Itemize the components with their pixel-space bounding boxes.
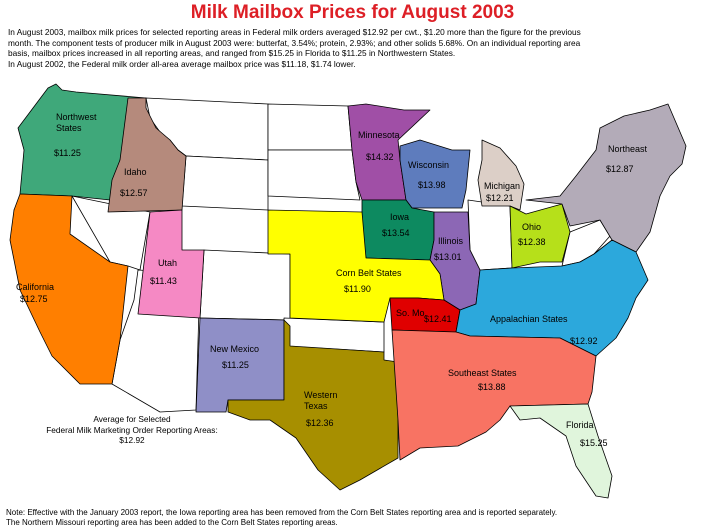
so-mo-price: $12.41 [424,314,452,324]
ohio-label: Ohio [522,222,541,232]
cornbelt-label: Corn Belt States [336,268,402,278]
minnesota-price: $14.32 [366,152,394,162]
region-ohio [509,203,571,269]
footnote-line: Note: Effective with the January 2003 re… [6,508,558,517]
west-texas-price: $12.36 [306,418,334,428]
southeast-label: Southeast States [448,368,517,378]
colorado [199,249,291,321]
intro-text: In August 2003, mailbox milk prices for … [8,27,700,69]
region-northeast [525,103,687,253]
florida-price: $15.25 [580,438,608,448]
ohio-price: $12.38 [518,237,546,247]
northeast-price: $12.87 [606,164,634,174]
region-southeast [391,329,597,461]
page-title: Milk Mailbox Prices for August 2003 [190,2,515,23]
appalachian-price: $12.92 [570,336,598,346]
wisconsin-price: $13.98 [418,180,446,190]
region-west-texas [227,319,399,491]
intro-line: In August 2002, the Federal milk order a… [8,58,356,69]
intro-line: In August 2003, mailbox milk prices for … [8,27,581,37]
iowa-price: $13.54 [382,228,410,238]
region-michigan [477,139,525,211]
idaho-price: $12.57 [120,188,148,198]
southeast-price: $13.88 [478,382,506,392]
michigan-label: Michigan [484,181,520,191]
average-line: Federal Milk Marketing Order Reporting A… [46,424,218,435]
region-california [9,193,129,385]
illinois-label: Illinois [438,236,464,246]
new-mexico-label: New Mexico [210,344,259,354]
footnote: Note: Effective with the January 2003 re… [6,508,701,528]
region-idaho [107,97,187,213]
utah-price: $11.43 [150,276,177,286]
average-price: $12.92 [119,435,145,445]
west-texas-label: Western Texas [304,390,337,411]
utah-label: Utah [158,258,177,268]
florida-label: Florida [566,420,594,430]
intro-line: month. The component tests of producer m… [8,37,581,48]
illinois-price: $13.01 [434,252,462,262]
california-price: $12.75 [20,294,48,304]
minnesota-label: Minnesota [358,130,400,140]
intro-line: basis, mailbox prices increased in all r… [8,48,456,59]
so-mo-label: So. Mo. [396,308,427,318]
footnote-line: The Northern Missouri reporting area has… [6,518,338,527]
north-dakota [267,103,353,151]
idaho-label: Idaho [124,167,147,177]
wyoming [181,155,269,211]
california-label: California [16,282,54,292]
region-utah [137,209,205,319]
south-dakota [267,149,361,201]
northeast-label: Northeast [608,144,648,154]
wisconsin-label: Wisconsin [408,160,449,170]
average-note: Average for Selected Federal Milk Market… [22,414,242,446]
region-wisconsin [399,139,471,209]
new-mexico-price: $11.25 [222,360,249,370]
average-line: Average for Selected [93,414,171,424]
cornbelt-price: $11.90 [344,284,371,294]
iowa-label: Iowa [390,212,409,222]
northwest-label: Northwest States [56,112,97,133]
appalachian-label: Appalachian States [490,314,568,324]
region-florida [509,403,613,499]
michigan-price: $12.21 [486,193,514,203]
northwest-price: $11.25 [54,148,81,158]
